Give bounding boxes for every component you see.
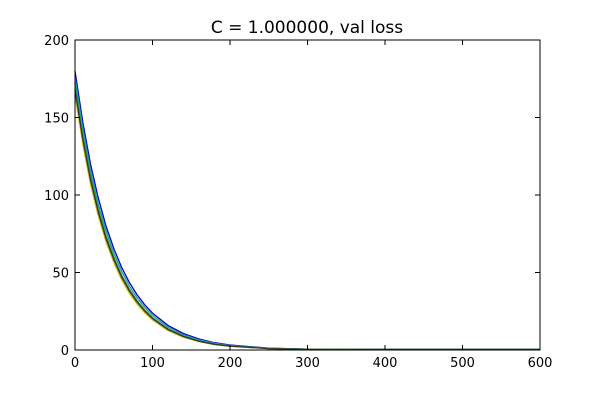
chart-title: C = 1.000000, val loss — [211, 18, 403, 38]
plot-frame — [74, 39, 541, 351]
x-tick-label: 400 — [373, 356, 398, 371]
plot-area — [75, 40, 540, 350]
x-tick-label: 300 — [295, 356, 320, 371]
series-line-5 — [74, 89, 540, 351]
y-tick-label: 200 — [44, 34, 69, 49]
y-tick-label: 150 — [44, 112, 69, 127]
x-tick-label: 600 — [528, 356, 553, 371]
tick-layer: 0 100 200 300 400 500 600 0 50 100 150 200 — [44, 34, 552, 371]
y-tick-label: 100 — [44, 189, 69, 204]
y-tick-label: 50 — [52, 267, 69, 282]
series-layer — [74, 70, 540, 351]
y-tick-label: 0 — [61, 344, 69, 359]
x-tick-label: 500 — [450, 356, 475, 371]
x-tick-label: 100 — [140, 356, 165, 371]
x-tick-label: 200 — [218, 356, 243, 371]
x-tick-label: 0 — [71, 356, 79, 371]
